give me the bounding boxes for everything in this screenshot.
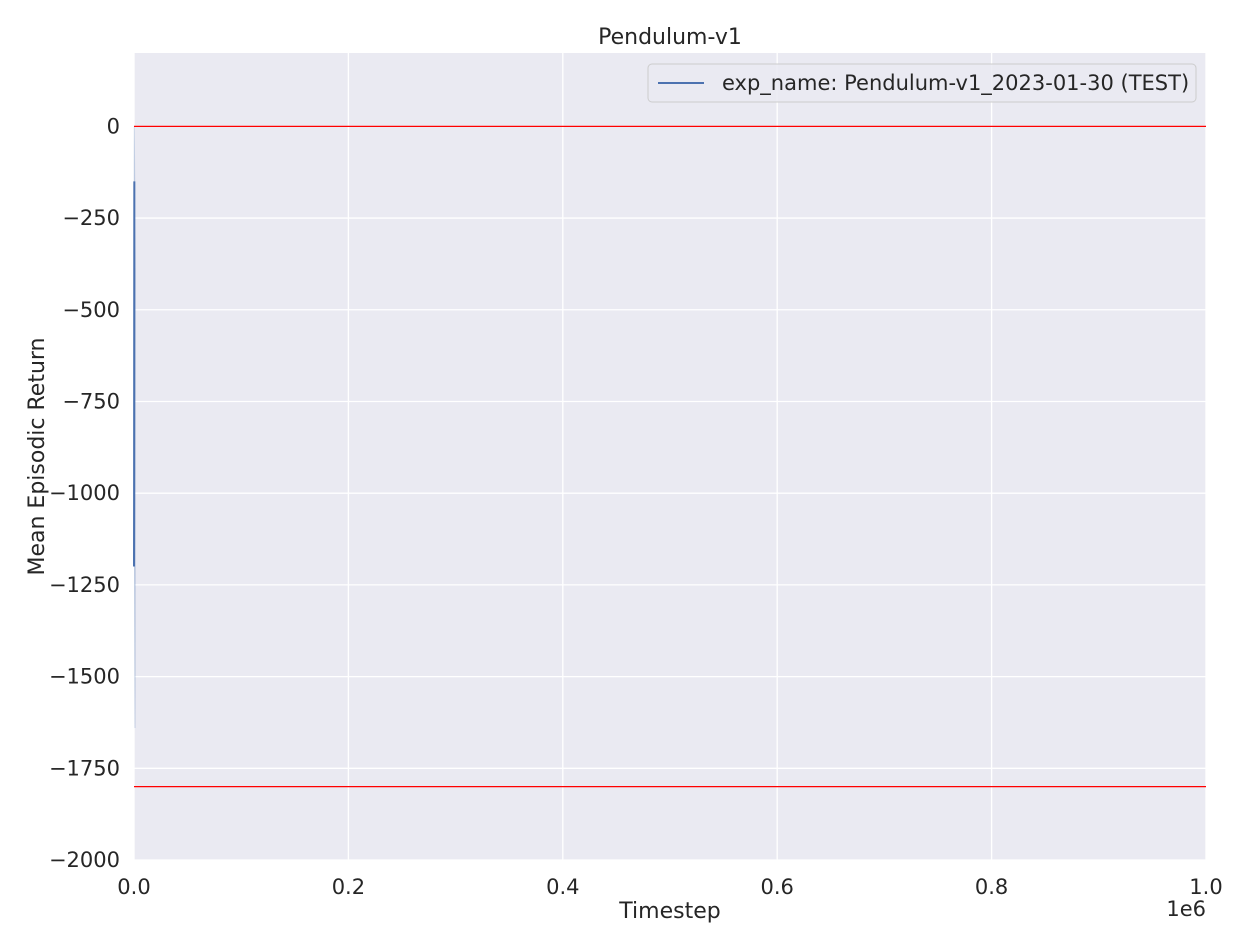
y-tick-label: −750	[62, 389, 120, 413]
y-tick-label: −1500	[49, 665, 120, 689]
y-tick-label: 0	[107, 114, 120, 138]
x-tick-label: 0.0	[117, 875, 150, 899]
x-tick-labels: 0.0 0.2 0.4 0.6 0.8 1.0	[117, 875, 1222, 899]
x-tick-label: 0.2	[332, 875, 365, 899]
legend: exp_name: Pendulum-v1_2023-01-30 (TEST)	[647, 63, 1197, 103]
x-tick-label: 0.8	[975, 875, 1008, 899]
y-tick-label: −250	[62, 206, 120, 230]
legend-label: exp_name: Pendulum-v1_2023-01-30 (TEST)	[722, 71, 1189, 96]
y-tick-label: −500	[62, 298, 120, 322]
y-tick-label: −1000	[49, 481, 120, 505]
y-axis-label: Mean Episodic Return	[25, 337, 50, 575]
y-tick-label: −1250	[49, 573, 120, 597]
y-tick-label: −2000	[49, 848, 120, 872]
x-tick-label: 0.4	[546, 875, 579, 899]
x-axis-offset-label: 1e6	[1166, 897, 1206, 921]
reference-lines-layer	[134, 125, 1206, 788]
y-tick-label: −1750	[49, 756, 120, 780]
y-tick-labels: 0 −250 −500 −750 −1000 −1250 −1500 −1750 −2000	[49, 114, 120, 872]
plot-background	[134, 53, 1206, 860]
grid-layer	[133, 53, 1207, 861]
x-tick-label: 0.6	[760, 875, 793, 899]
x-axis-label: Timestep	[618, 899, 720, 924]
x-tick-label: 1.0	[1189, 875, 1222, 899]
chart-title: Pendulum-v1	[598, 25, 742, 50]
legend-box	[647, 63, 1197, 103]
